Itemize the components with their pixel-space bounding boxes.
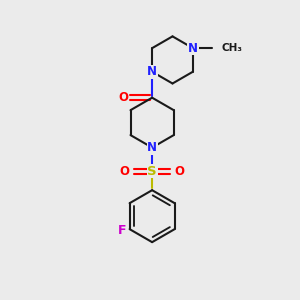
Text: O: O: [119, 165, 129, 178]
Text: O: O: [119, 91, 129, 104]
Text: F: F: [118, 224, 126, 237]
Text: CH₃: CH₃: [222, 43, 243, 53]
Text: N: N: [147, 65, 157, 78]
Text: N: N: [188, 42, 198, 55]
Text: O: O: [175, 165, 185, 178]
Text: S: S: [147, 165, 157, 178]
Text: N: N: [147, 141, 157, 154]
